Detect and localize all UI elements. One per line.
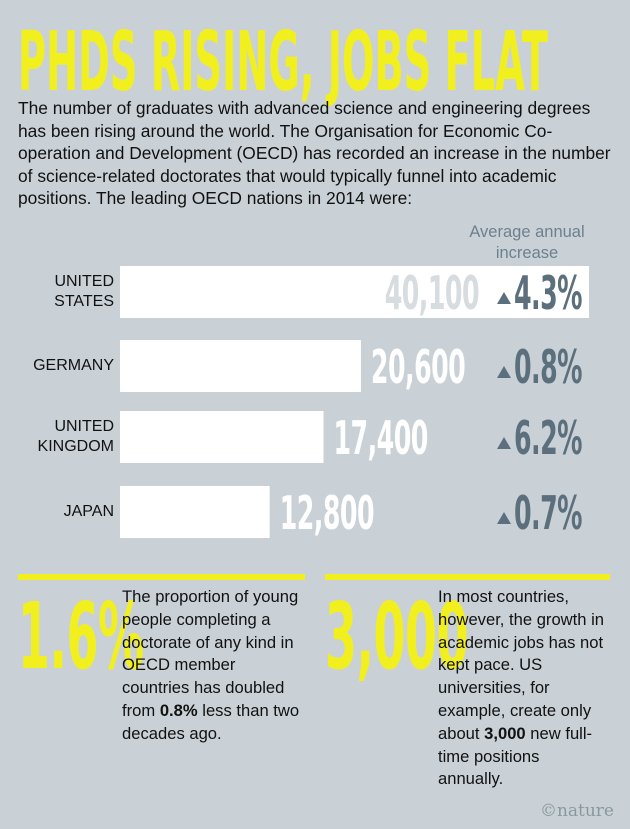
divider xyxy=(18,574,305,580)
bar xyxy=(120,340,361,392)
increase-arrow xyxy=(497,512,511,524)
value-label: 12,800 xyxy=(280,487,374,540)
category-label: JAPAN xyxy=(63,503,114,520)
value-label: 17,400 xyxy=(334,412,428,465)
bar xyxy=(120,266,589,318)
credit: ©nature xyxy=(539,801,614,821)
fact-text-part: In most countries, however, the growth i… xyxy=(438,587,605,743)
value-label-group: 20,600 xyxy=(371,341,466,394)
category-label: UNITED STATES xyxy=(54,273,114,310)
fact-text-part: new full-time positions annually. xyxy=(438,723,593,789)
increase-arrow xyxy=(497,292,511,304)
bar xyxy=(120,411,324,463)
bar xyxy=(120,486,270,538)
fact-stat: 1.6% xyxy=(18,583,144,691)
increase-arrow xyxy=(497,366,511,378)
value-label: 20,600 xyxy=(371,341,465,394)
value-label: 40,100 xyxy=(385,267,479,320)
divider xyxy=(325,574,610,580)
increase-header: Average annual increase xyxy=(469,223,585,262)
increase-label-group: 4.3% xyxy=(514,267,583,320)
category-label: UNITED KINGDOM xyxy=(37,418,114,455)
increase-label-group: 6.2% xyxy=(514,412,583,465)
value-label-group: 12,800 xyxy=(280,487,375,540)
fact-highlight: 0.8% xyxy=(159,700,198,720)
fact-text: In most countries, however, the growth i… xyxy=(438,586,606,791)
increase-label-group: 0.7% xyxy=(514,487,583,540)
fact-text-part: The proportion of young people completin… xyxy=(122,587,299,720)
fact-stat: 3,000 xyxy=(325,583,468,691)
fact-highlight: 3,000 xyxy=(484,723,526,743)
value-label-group: 17,400 xyxy=(334,412,429,465)
increase-label: 0.8% xyxy=(514,341,582,394)
increase-arrow xyxy=(497,437,511,449)
category-label: GERMANY xyxy=(33,357,114,374)
intro-text: The number of graduates with advanced sc… xyxy=(18,98,611,209)
increase-label: 6.2% xyxy=(514,412,582,465)
value-label-group: 40,100 xyxy=(385,267,480,320)
chart-title: PHDS RISING, JOBS FLAT xyxy=(18,15,548,110)
increase-label: 4.3% xyxy=(514,267,582,320)
fact-stat-group: 1.6% xyxy=(18,583,144,691)
increase-label-group: 0.8% xyxy=(514,341,583,394)
fact-stat-group: 3,000 xyxy=(325,583,468,691)
fact-text-part: less than two decades ago. xyxy=(122,700,300,743)
increase-label: 0.7% xyxy=(514,487,582,540)
fact-text: The proportion of young people completin… xyxy=(122,586,302,746)
